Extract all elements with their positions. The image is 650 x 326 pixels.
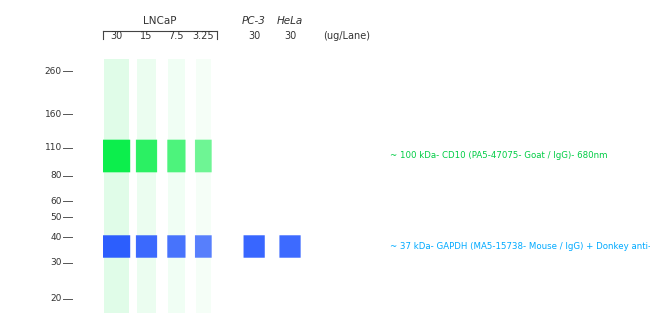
Text: 30: 30 [111,31,123,41]
FancyBboxPatch shape [280,235,301,258]
Text: 50: 50 [50,213,62,222]
Text: PC-3: PC-3 [242,16,266,26]
Bar [196,59,211,313]
FancyBboxPatch shape [195,140,212,172]
FancyBboxPatch shape [103,235,130,258]
FancyBboxPatch shape [103,140,130,172]
Text: 3.25: 3.25 [192,31,214,41]
Text: 60: 60 [50,197,62,206]
FancyBboxPatch shape [167,140,185,172]
Text: 20: 20 [51,294,62,303]
FancyBboxPatch shape [195,235,212,258]
Text: 15: 15 [140,31,153,41]
Text: (ug/Lane): (ug/Lane) [323,31,370,41]
Text: 30: 30 [248,31,260,41]
FancyBboxPatch shape [244,235,265,258]
Text: ~ 100 kDa- CD10 (PA5-47075- Goat / IgG)- 680nm: ~ 100 kDa- CD10 (PA5-47075- Goat / IgG)-… [390,152,608,160]
Text: LNCaP: LNCaP [143,16,177,26]
Text: 30: 30 [50,258,62,267]
Bar [104,59,129,313]
FancyBboxPatch shape [136,235,157,258]
Text: 80: 80 [50,171,62,180]
Bar [136,59,156,313]
FancyBboxPatch shape [167,235,185,258]
Text: 30: 30 [284,31,296,41]
Text: 7.5: 7.5 [168,31,184,41]
Text: 40: 40 [51,233,62,242]
Text: HeLa: HeLa [277,16,303,26]
Text: 160: 160 [44,110,62,119]
Text: 260: 260 [45,67,62,76]
Text: 110: 110 [44,143,62,152]
Bar [168,59,185,313]
FancyBboxPatch shape [136,140,157,172]
Text: ~ 37 kDa- GAPDH (MA5-15738- Mouse / IgG) + Donkey anti-Mouse (A32789- 800nm): ~ 37 kDa- GAPDH (MA5-15738- Mouse / IgG)… [390,242,650,251]
